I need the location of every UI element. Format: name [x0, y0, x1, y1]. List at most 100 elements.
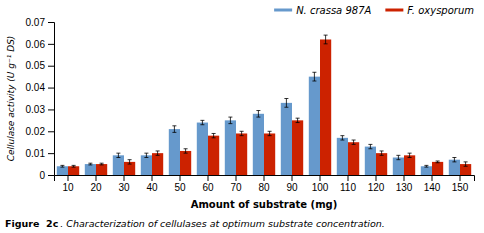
x-tick-label: 80 — [258, 182, 270, 193]
x-tick-mark — [320, 175, 321, 181]
bar — [404, 155, 415, 175]
y-tick-label: 0.01 — [26, 148, 46, 159]
bar — [152, 153, 163, 175]
y-tick: 0.02 — [26, 126, 54, 137]
x-tick-mark — [432, 175, 433, 181]
y-tick: 0.04 — [26, 82, 54, 93]
bar — [236, 133, 247, 175]
y-tick: 0.01 — [26, 148, 54, 159]
bar — [393, 158, 404, 175]
bar — [376, 153, 387, 175]
x-tick-label: 30 — [118, 182, 130, 193]
x-tick-label: 60 — [202, 182, 214, 193]
error-bar — [128, 160, 132, 164]
x-tick-label: 10 — [62, 182, 74, 193]
bar — [96, 164, 107, 175]
bar — [320, 39, 331, 175]
x-tick-label: 110 — [340, 182, 356, 193]
bar — [309, 77, 320, 175]
bar — [421, 166, 432, 175]
error-bar — [436, 161, 440, 163]
y-axis-title: Cellulase activity (U g⁻¹ DS) — [6, 36, 16, 162]
y-tick-mark — [48, 66, 54, 67]
x-tick-mark — [208, 175, 209, 181]
error-bar — [396, 155, 400, 159]
bar — [253, 114, 264, 175]
legend-label: F. oxysporum — [407, 5, 474, 16]
x-tick-label: 120 — [368, 182, 385, 193]
y-tick-mark — [48, 109, 54, 110]
x-tick-label: 40 — [146, 182, 158, 193]
error-bar — [312, 72, 316, 81]
x-tick-mark — [152, 175, 153, 181]
y-tick-label: 0.06 — [26, 39, 46, 50]
error-bar — [284, 99, 288, 108]
bar — [141, 155, 152, 175]
error-bar — [184, 149, 188, 153]
y-tick-mark — [48, 175, 54, 176]
error-bar — [88, 163, 92, 165]
series — [68, 35, 471, 175]
x-tick-mark — [68, 175, 69, 181]
bar — [432, 162, 443, 175]
legend-item: N. crassa 987A — [274, 5, 371, 16]
y-tick: 0.05 — [26, 60, 54, 71]
y-tick-label: 0.02 — [26, 126, 46, 137]
y-tick: 0 — [39, 170, 54, 181]
y-tick-mark — [48, 22, 54, 23]
x-tick-mark — [404, 175, 405, 181]
x-tick: 10 — [62, 175, 74, 193]
error-bar — [380, 151, 384, 155]
y-axis-line — [48, 23, 55, 176]
x-tick-label: 140 — [424, 182, 441, 193]
y-tick-mark — [48, 153, 54, 154]
x-tick-mark — [96, 175, 97, 181]
bar — [169, 129, 180, 175]
x-tick: 70 — [230, 175, 242, 193]
x-axis: 102030405060708090100110120130140150 — [55, 175, 475, 193]
y-tick-label: 0.03 — [26, 104, 46, 115]
x-tick: 50 — [174, 175, 186, 193]
legend: N. crassa 987A F. oxysporum — [274, 5, 474, 16]
x-tick-mark — [348, 175, 349, 181]
error-bar — [340, 136, 344, 140]
caption: Figure 2c. Characterization of cellulase… — [5, 218, 385, 229]
y-tick-mark — [48, 44, 54, 45]
error-bar — [352, 140, 356, 144]
error-bar — [424, 165, 428, 167]
y-tick-mark — [48, 131, 54, 132]
y-tick: 0.07 — [26, 17, 54, 28]
legend-item: F. oxysporum — [385, 5, 474, 16]
y-tick-label: 0.05 — [26, 60, 46, 71]
plot-area: 10203040506070809010011012013014015000.0… — [26, 17, 475, 193]
bar — [225, 120, 236, 175]
x-tick-label: 130 — [396, 182, 413, 193]
x-tick-label: 150 — [452, 182, 469, 193]
x-tick: 30 — [118, 175, 130, 193]
y-tick-label: 0.07 — [26, 17, 46, 28]
bar — [180, 151, 191, 175]
error-bar — [408, 153, 412, 157]
bar — [85, 164, 96, 175]
error-bar — [368, 144, 372, 148]
error-bar — [452, 158, 456, 162]
error-bar — [72, 165, 76, 167]
x-axis-line — [55, 176, 475, 182]
x-tick: 110 — [340, 175, 356, 193]
y-tick-label: 0 — [39, 170, 45, 181]
error-bar — [212, 133, 216, 137]
x-tick: 140 — [424, 175, 441, 193]
error-bar — [100, 163, 104, 165]
x-tick-mark — [460, 175, 461, 181]
error-bar — [116, 153, 120, 157]
x-tick-label: 20 — [90, 182, 102, 193]
x-tick: 80 — [258, 175, 270, 193]
x-tick-label: 90 — [286, 182, 298, 193]
y-tick-label: 0.04 — [26, 82, 46, 93]
bar — [348, 142, 359, 175]
x-tick: 40 — [146, 175, 158, 193]
figure-label: Figure 2c — [5, 218, 58, 229]
bar — [264, 133, 275, 175]
legend-swatch — [274, 9, 292, 12]
x-tick-label: 50 — [174, 182, 186, 193]
